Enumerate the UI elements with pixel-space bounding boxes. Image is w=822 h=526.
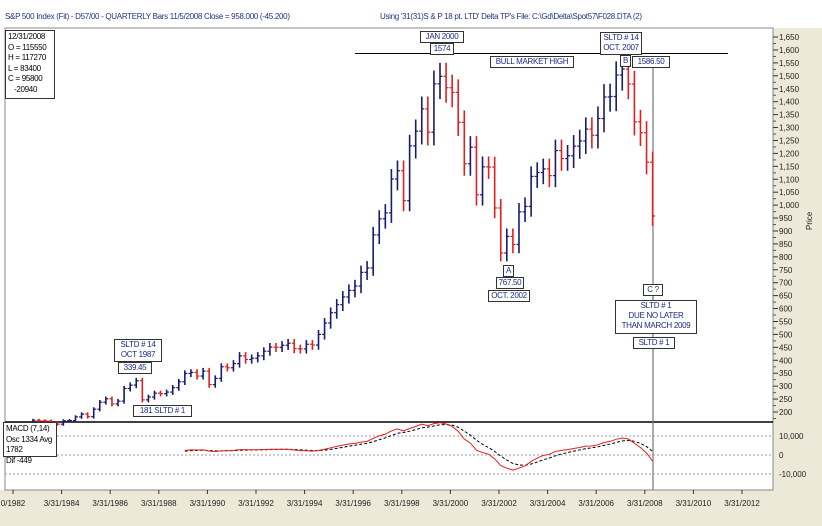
plot-frame	[4, 27, 774, 491]
y-tick-label: 1,550	[779, 59, 800, 68]
y-tick-label: 1,350	[779, 111, 800, 120]
info-close: C = 95800	[8, 74, 43, 83]
y-tick-label: 1,400	[779, 98, 800, 107]
label-sltd14-oct1987: SLTD # 14 OCT 1987	[114, 339, 162, 362]
label-c: C ?	[643, 284, 663, 296]
label-bull-market-high: BULL MARKET HIGH	[490, 56, 574, 68]
y-tick-label: 650	[779, 292, 793, 301]
label-sltd1-2009: SLTD # 1	[633, 337, 675, 349]
x-tick-label: 3/31/1990	[190, 499, 226, 508]
y-tick-label: 500	[779, 330, 793, 339]
label-text: SLTD # 14	[603, 33, 639, 42]
time-axis	[0, 490, 822, 526]
info-change: -20940	[14, 84, 38, 94]
label-jan-2000: JAN 2000	[420, 31, 464, 43]
info-high: H = 117270	[8, 53, 46, 62]
label-text: THAN MARCH 2009	[621, 321, 691, 330]
macd-signal-line	[184, 424, 653, 466]
y-tick-label: 550	[779, 317, 793, 326]
y-tick-label: 200	[779, 408, 793, 417]
label-text: SLTD # 1	[640, 301, 672, 310]
y-tick-label: 1,150	[779, 162, 800, 171]
y-tick-label: 600	[779, 305, 793, 314]
x-tick-label: 3/31/1992	[238, 499, 274, 508]
y-tick-label: 350	[779, 369, 793, 378]
label-text: OCT 1987	[120, 350, 156, 359]
y-tick-label: 950	[779, 214, 793, 223]
info-open: O = 115550	[8, 42, 47, 52]
macd-tick-label: 0	[779, 451, 784, 460]
y-tick-label: 800	[779, 253, 793, 262]
label-text: SLTD # 14	[120, 340, 156, 349]
label-text: DUE NO LATER	[628, 311, 684, 320]
x-tick-label: 3/31/1996	[335, 499, 371, 508]
label-181-sltd1: 181 SLTD # 1	[133, 405, 192, 417]
y-tick-label: 400	[779, 356, 793, 365]
x-tick-label: 3/31/1988	[141, 499, 177, 508]
y-tick-label: 1,200	[779, 149, 800, 158]
y-tick-label: 250	[779, 395, 793, 404]
label-oct-2002: OCT. 2002	[488, 290, 530, 302]
label-1586-50: 1586.50	[632, 56, 670, 68]
x-tick-label: 3/31/1986	[92, 499, 128, 508]
y-tick-label: 1,100	[779, 175, 800, 184]
macd-info-box: MACD (7,14) Osc 1334 Avg 1782 Dif -449	[3, 422, 57, 465]
label-sltd14-oct2007: SLTD # 14 OCT. 2007	[600, 32, 642, 55]
x-tick-label: 3/31/1994	[287, 499, 323, 508]
y-tick-label: 1,500	[779, 72, 800, 81]
info-date: 12/31/2008	[8, 32, 46, 41]
label-due-no-later: SLTD # 1 DUE NO LATER THAN MARCH 2009	[615, 300, 697, 334]
label-1574: 1574	[430, 43, 454, 55]
study-info: Using '31(31)S & P 18 pt. LTD' Delta TP'…	[380, 12, 642, 21]
info-low: L = 83400	[8, 63, 41, 73]
ohlc-info-box: 12/31/2008 O = 115550 H = 117270 L = 834…	[5, 30, 55, 99]
y-axis-label: Price	[805, 211, 814, 230]
x-tick-label: 3/31/2002	[481, 499, 517, 508]
macd-dif: Dif -449	[6, 455, 32, 465]
y-tick-label: 900	[779, 227, 793, 236]
y-tick-label: 700	[779, 279, 793, 288]
x-tick-label: 3/31/2012	[724, 499, 760, 508]
x-tick-label: 3/31/2010	[676, 499, 712, 508]
x-tick-label: 3/31/2004	[530, 499, 566, 508]
macd-osc: Osc 1334 Avg 1782	[6, 434, 53, 455]
chart-title: S&P 500 Index (Fit) - D57/00 - QUARTERLY…	[5, 12, 290, 21]
y-tick-label: 1,300	[779, 124, 800, 133]
y-tick-label: 850	[779, 240, 793, 249]
price-axis	[773, 28, 822, 518]
y-tick-label: 1,250	[779, 136, 800, 145]
y-tick-label: 300	[779, 382, 793, 391]
y-tick-label: 1,600	[779, 46, 800, 55]
x-tick-label: 3/31/2008	[627, 499, 663, 508]
y-tick-label: 1,050	[779, 188, 800, 197]
y-tick-label: 1,000	[779, 201, 800, 210]
label-339-45: 339.45	[118, 362, 152, 374]
x-tick-label: 3/31/1984	[44, 499, 80, 508]
macd-title: MACD (7,14)	[6, 424, 50, 433]
macd-tick-label: 10,000	[779, 432, 804, 441]
x-tick-label: 3/31/1998	[384, 499, 420, 508]
y-tick-label: 750	[779, 266, 793, 275]
y-tick-label: 1,650	[779, 33, 800, 42]
macd-tick-label: -10,000	[779, 470, 807, 479]
label-a: A	[503, 265, 514, 277]
label-b: B	[620, 55, 631, 67]
y-tick-label: 450	[779, 343, 793, 352]
x-tick-label: 3/31/2000	[433, 499, 469, 508]
y-tick-label: 1,450	[779, 85, 800, 94]
macd-line	[184, 422, 654, 471]
x-tick-label: 0/1982	[1, 499, 26, 508]
label-text: OCT. 2007	[603, 43, 639, 52]
label-767-50: 767.50	[496, 277, 524, 289]
x-tick-label: 3/31/2006	[578, 499, 614, 508]
